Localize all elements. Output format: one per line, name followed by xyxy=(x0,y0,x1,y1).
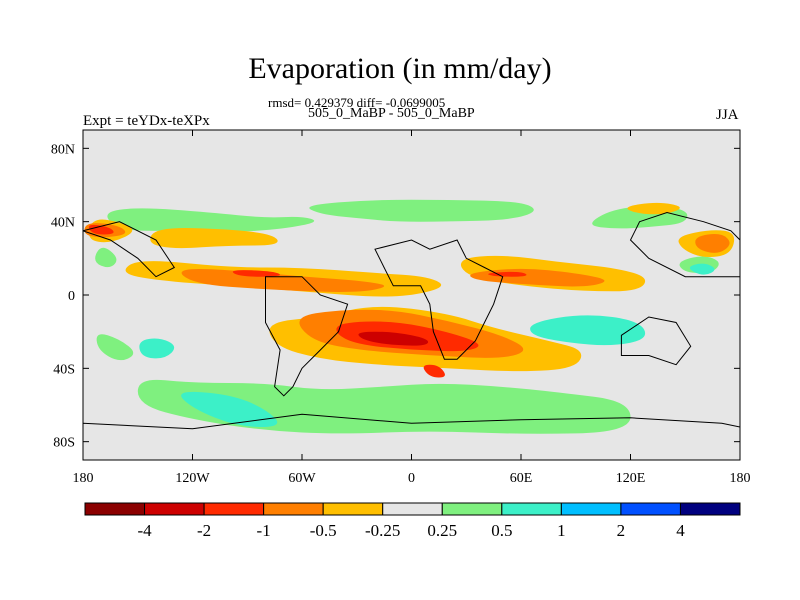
colorbar-label-4: -0.25 xyxy=(365,521,400,540)
contour-region-1 xyxy=(309,199,534,222)
outline-antarctica xyxy=(83,413,740,460)
stats-text: rmsd= 0.429379 diff= -0.0699005 xyxy=(268,95,446,110)
contour-region-17 xyxy=(627,202,680,215)
contour-region-25 xyxy=(232,270,280,277)
x-tick-label-2: 60W xyxy=(288,471,316,486)
contour-region-10 xyxy=(689,263,715,275)
outline-africa xyxy=(374,239,504,360)
colorbar-label-6: 0.5 xyxy=(491,521,512,540)
contour-region-0 xyxy=(107,208,315,233)
colorbar-label-8: 2 xyxy=(617,521,626,540)
contour-region-18 xyxy=(181,268,385,292)
outline-australia xyxy=(620,316,692,366)
outline-north-america-edge xyxy=(83,221,176,278)
y-tick-label-0: 80N xyxy=(51,142,75,157)
plot-area xyxy=(83,130,740,460)
colorbar-label-9: 4 xyxy=(676,521,685,540)
x-tick-label-6: 180 xyxy=(730,471,751,486)
colorbar-label-1: -2 xyxy=(197,521,211,540)
outline-east-asia xyxy=(629,211,740,278)
y-tick-label-1: 40N xyxy=(51,216,75,231)
colorbar-label-5: 0.25 xyxy=(427,521,457,540)
season-label: JJA xyxy=(716,107,739,123)
colorbar-swatch-8 xyxy=(560,502,622,516)
contour-region-28 xyxy=(358,331,429,346)
contour-region-4 xyxy=(96,334,134,361)
x-tick-label-4: 60E xyxy=(510,471,533,486)
colorbar-label-2: -1 xyxy=(257,521,271,540)
x-tick-label-3: 0 xyxy=(408,471,415,486)
colorbar-swatch-0 xyxy=(84,502,146,516)
chart-subtitle: 505_0_MaBP - 505_0_MaBP xyxy=(308,106,475,121)
contour-region-11 xyxy=(150,228,278,249)
contour-region-5 xyxy=(95,247,117,268)
y-tick-label-4: 80S xyxy=(53,436,75,451)
colorbar-swatch-7 xyxy=(501,502,562,516)
contour-region-24 xyxy=(88,224,114,235)
experiment-label: Expt = teYDx-teXPx xyxy=(83,113,210,129)
contour-region-22 xyxy=(695,234,730,253)
colorbar-swatch-2 xyxy=(203,502,265,516)
colorbar-label-7: 1 xyxy=(557,521,566,540)
x-tick-label-5: 120E xyxy=(616,471,646,486)
colorbar-swatch-4 xyxy=(322,502,384,516)
colorbar-swatch-10 xyxy=(679,502,741,516)
y-tick-label-2: 0 xyxy=(68,289,75,304)
colorbar: -4 -2 -1 -0.5 -0.25 0.25 0.5 1 2 4 xyxy=(84,502,741,540)
colorbar-label-0: -4 xyxy=(137,521,152,540)
x-tick-label-0: 180 xyxy=(73,471,94,486)
colorbar-swatch-1 xyxy=(144,502,205,516)
axes: 180 120W 60W 0 60E 120E 180 80N 40N 0 40S 80S xyxy=(51,130,751,486)
contour-region-8 xyxy=(139,338,175,359)
colorbar-swatch-9 xyxy=(620,502,681,516)
contour-region-9 xyxy=(181,391,278,427)
contour-region-26 xyxy=(488,271,527,277)
colorbar-label-3: -0.5 xyxy=(310,521,337,540)
x-tick-label-1: 120W xyxy=(175,471,210,486)
colorbar-swatch-6 xyxy=(441,502,503,516)
y-tick-label-3: 40S xyxy=(53,362,75,377)
chart-title: Evaporation (in mm/day) xyxy=(248,52,552,85)
colorbar-swatch-3 xyxy=(263,502,324,516)
land-outlines xyxy=(83,211,740,460)
contour-region-27 xyxy=(423,364,445,378)
colorbar-swatch-5 xyxy=(382,502,443,516)
contour-region-7 xyxy=(530,315,646,346)
outline-south-america xyxy=(265,276,349,397)
